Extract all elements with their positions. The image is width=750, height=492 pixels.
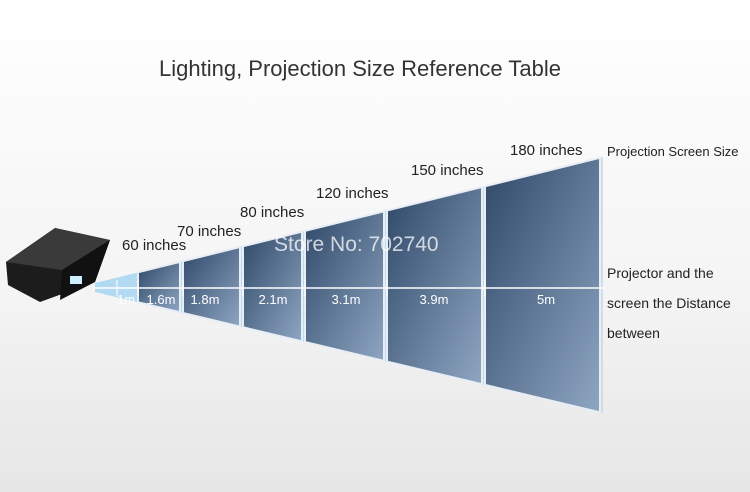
screen-size-label: 80 inches [240, 204, 304, 221]
distance-label: 1.8m [191, 292, 220, 307]
screen-size-label: 180 inches [510, 142, 583, 159]
screen-size-label: 60 inches [122, 237, 186, 254]
screen-size-label: 150 inches [411, 162, 484, 179]
distance-caption-line: Projector and the [607, 265, 714, 281]
distance-label: 3.9m [420, 292, 449, 307]
screen-size-label: 120 inches [316, 185, 389, 202]
distance-label: 5m [537, 292, 555, 307]
size-caption: Projection Screen Size [607, 144, 739, 159]
screen-panel [182, 245, 241, 328]
watermark: Store No: 702740 [274, 233, 439, 256]
distance-label: 3.1m [332, 292, 361, 307]
distance-label: 1.6m [147, 292, 176, 307]
screen-size-label: 70 inches [177, 223, 241, 240]
projector [6, 228, 110, 302]
screen-panels [137, 156, 601, 414]
distance-label: 1m [117, 292, 135, 307]
distance-caption-line: between [607, 325, 660, 341]
screen-panel [304, 210, 385, 363]
screen-panel [386, 185, 483, 386]
distance-label: 2.1m [259, 292, 288, 307]
screen-panel [242, 230, 303, 343]
distance-caption: Projector and the screen the Distance betw… [607, 265, 731, 341]
distance-caption-line: screen the Distance [607, 295, 731, 311]
title: Lighting, Projection Size Reference Tabl… [159, 56, 561, 81]
screen-panel [484, 156, 601, 414]
